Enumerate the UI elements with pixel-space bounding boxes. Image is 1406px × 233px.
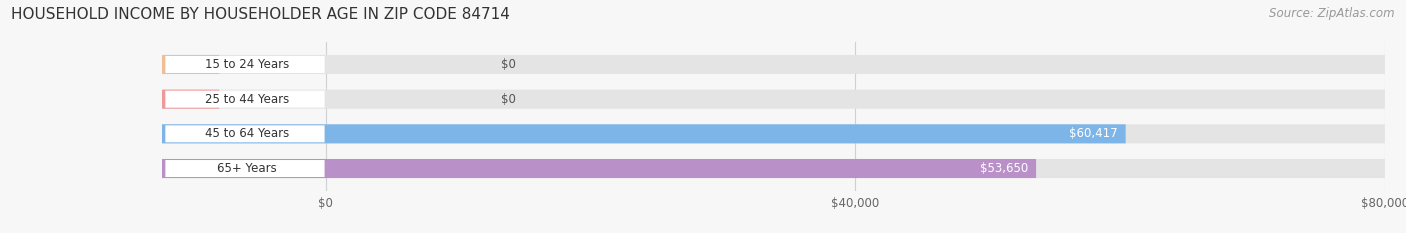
FancyBboxPatch shape	[162, 159, 1036, 178]
Text: $60,417: $60,417	[1069, 127, 1118, 140]
FancyBboxPatch shape	[162, 55, 1385, 74]
FancyBboxPatch shape	[162, 124, 1126, 143]
FancyBboxPatch shape	[166, 56, 325, 73]
Text: 25 to 44 Years: 25 to 44 Years	[205, 93, 290, 106]
Text: $0: $0	[501, 58, 516, 71]
FancyBboxPatch shape	[162, 55, 219, 74]
Text: 65+ Years: 65+ Years	[217, 162, 277, 175]
FancyBboxPatch shape	[166, 91, 325, 108]
FancyBboxPatch shape	[162, 90, 1385, 109]
FancyBboxPatch shape	[162, 124, 1385, 143]
FancyBboxPatch shape	[162, 159, 1385, 178]
Text: 15 to 24 Years: 15 to 24 Years	[205, 58, 290, 71]
FancyBboxPatch shape	[166, 160, 325, 177]
Text: Source: ZipAtlas.com: Source: ZipAtlas.com	[1270, 7, 1395, 20]
Text: $0: $0	[501, 93, 516, 106]
FancyBboxPatch shape	[162, 90, 219, 109]
Text: HOUSEHOLD INCOME BY HOUSEHOLDER AGE IN ZIP CODE 84714: HOUSEHOLD INCOME BY HOUSEHOLDER AGE IN Z…	[11, 7, 510, 22]
Text: $53,650: $53,650	[980, 162, 1028, 175]
FancyBboxPatch shape	[166, 125, 325, 142]
Text: 45 to 64 Years: 45 to 64 Years	[205, 127, 290, 140]
